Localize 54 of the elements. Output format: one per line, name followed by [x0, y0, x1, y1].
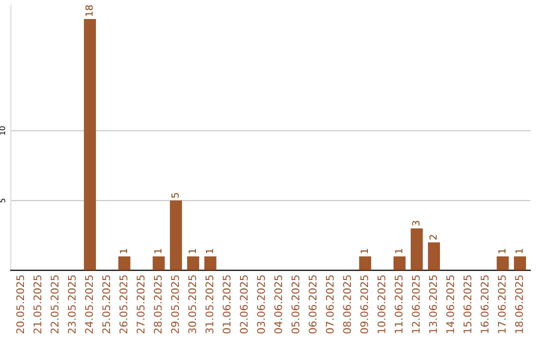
x-tick-label: 25.05.2025	[102, 275, 110, 334]
x-tick-label: 23.05.2025	[68, 275, 76, 334]
bar	[496, 256, 509, 270]
bar	[204, 256, 216, 270]
x-tick-label: 20.05.2025	[16, 275, 24, 334]
data-label: 1	[120, 248, 128, 254]
x-tick-label: 11.06.2025	[394, 275, 403, 333]
bar	[428, 242, 440, 270]
x-tick-label: 26.05.2025	[119, 275, 128, 334]
x-tick-label: 27.05.2025	[136, 275, 145, 334]
x-tick-label: 14.06.2025	[446, 275, 454, 333]
data-label: 1	[395, 248, 402, 254]
bar	[410, 228, 423, 270]
x-tick-label: 28.05.2025	[154, 275, 162, 334]
bar	[84, 19, 96, 270]
x-tick-label: 02.06.2025	[240, 275, 248, 334]
x-tick-label: 15.06.2025	[464, 275, 472, 333]
x-tick-label: 08.06.2025	[343, 275, 351, 334]
x-tick-label: 22.05.2025	[50, 275, 59, 334]
bar	[187, 256, 200, 270]
data-label: 3	[412, 220, 420, 226]
x-tick-label: 01.06.2025	[222, 275, 231, 334]
data-label: 1	[206, 248, 214, 254]
x-tick-label: 31.05.2025	[205, 275, 214, 334]
data-label: 1	[498, 248, 506, 254]
data-label: 1	[516, 248, 523, 254]
data-label: 1	[154, 248, 162, 254]
bar	[514, 256, 526, 270]
x-tick-label: 07.06.2025	[326, 275, 334, 334]
x-tick-label: 03.06.2025	[257, 275, 265, 334]
bar	[394, 256, 406, 270]
bar	[359, 256, 372, 270]
data-label: 1	[188, 248, 196, 254]
x-tick-label: 17.06.2025	[498, 275, 506, 333]
data-label: 2	[429, 235, 437, 240]
data-label: 5	[172, 193, 179, 198]
x-tick-label: 18.06.2025	[515, 275, 523, 333]
bar	[170, 200, 182, 270]
x-tick-label: 05.06.2025	[291, 275, 300, 334]
x-tick-label: 21.05.2025	[33, 275, 42, 334]
x-tick-label: 29.05.2025	[171, 275, 179, 334]
x-tick-label: 30.05.2025	[188, 275, 196, 334]
x-tick-label: 10.06.2025	[377, 275, 386, 333]
x-tick-label: 06.06.2025	[308, 275, 317, 334]
bar	[118, 256, 130, 270]
bar	[152, 256, 165, 270]
data-label: 1	[360, 248, 368, 254]
data-label: 18	[85, 5, 93, 16]
x-tick-label: 12.06.2025	[412, 275, 420, 333]
x-tick-label: 24.05.2025	[85, 275, 93, 334]
x-tick-label: 09.06.2025	[360, 275, 368, 334]
x-tick-label: 16.06.2025	[480, 275, 489, 333]
x-tick-label: 13.06.2025	[429, 275, 437, 333]
x-tick-label: 04.06.2025	[274, 275, 282, 334]
